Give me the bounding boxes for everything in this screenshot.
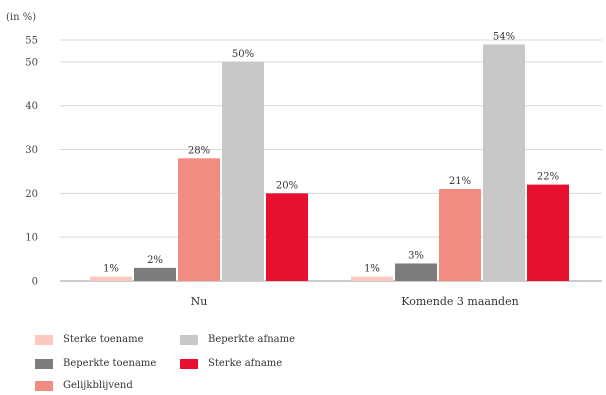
bar xyxy=(266,193,308,281)
data-label: 20% xyxy=(276,180,298,191)
bar xyxy=(395,263,437,281)
data-label: 3% xyxy=(408,250,424,261)
x-category-label: Nu xyxy=(191,295,208,308)
legend-item-beperkte-toename: Beperkte toename xyxy=(35,358,156,369)
data-label: 28% xyxy=(188,145,210,156)
legend-item-sterke-afname: Sterke afname xyxy=(180,358,282,369)
y-tick-label: 50 xyxy=(25,57,38,68)
x-category-label: Komende 3 maanden xyxy=(401,295,518,308)
legend-item-beperkte-afname: Beperkte afname xyxy=(180,334,295,345)
y-tick-label: 10 xyxy=(25,233,38,244)
legend-label: Beperkte afname xyxy=(208,334,296,345)
y-tick-label: 40 xyxy=(25,101,38,112)
data-label: 1% xyxy=(103,264,119,275)
legend-label: Gelijkblijvend xyxy=(63,380,133,391)
legend-swatch xyxy=(35,380,53,391)
bar xyxy=(90,276,132,281)
y-tick-label: 55 xyxy=(25,36,38,47)
y-tick-label: 30 xyxy=(25,145,38,156)
bar xyxy=(134,267,176,281)
bar xyxy=(527,184,569,281)
bar xyxy=(351,276,393,281)
legend-swatch xyxy=(35,334,53,345)
y-tick-label: 0 xyxy=(32,277,38,288)
legend-swatch xyxy=(180,334,198,345)
legend-label: Sterke afname xyxy=(208,358,283,369)
data-label: 2% xyxy=(147,255,163,266)
legend-swatch xyxy=(35,358,53,369)
legend-label: Sterke toename xyxy=(63,334,144,345)
data-label: 54% xyxy=(493,31,515,42)
data-label: 22% xyxy=(537,172,559,183)
bar xyxy=(222,61,264,282)
data-label: 50% xyxy=(232,49,254,60)
legend-item-gelijkblijvend: Gelijkblijvend xyxy=(35,380,133,391)
legend-label: Beperkte toename xyxy=(63,358,157,369)
data-label: 1% xyxy=(364,264,380,275)
data-label: 21% xyxy=(449,176,471,187)
bar xyxy=(439,188,481,281)
y-axis-unit-label: (in %) xyxy=(6,12,37,23)
y-tick-label: 20 xyxy=(25,189,38,200)
legend-swatch xyxy=(180,358,198,369)
bar xyxy=(178,158,220,281)
bar xyxy=(483,44,525,281)
legend-item-sterke-toename: Sterke toename xyxy=(35,334,143,345)
